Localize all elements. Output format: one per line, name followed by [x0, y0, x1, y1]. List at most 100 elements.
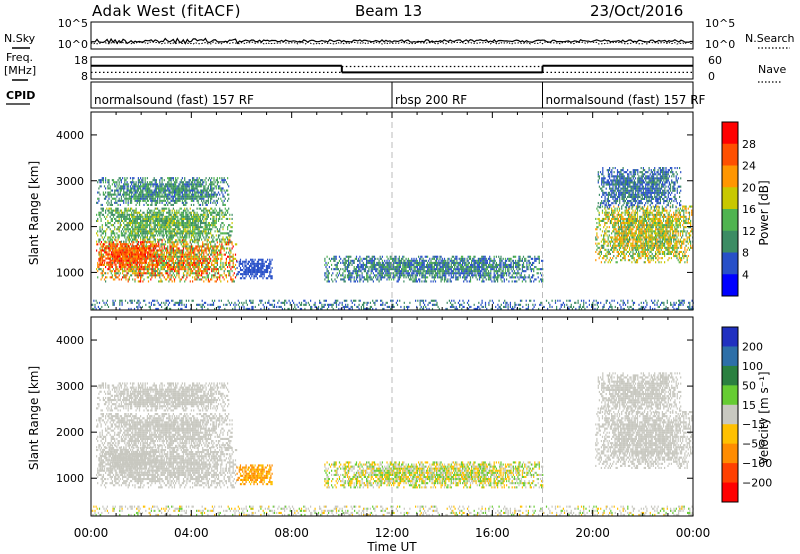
power-cell	[195, 183, 197, 186]
power-cell	[182, 195, 185, 198]
power-cell	[117, 191, 119, 194]
power-cell	[219, 213, 221, 216]
power-cell	[157, 201, 159, 204]
power-cell	[190, 217, 192, 220]
power-cell	[127, 222, 129, 225]
power-cell	[145, 241, 148, 244]
power-cell	[232, 261, 234, 264]
power-cell	[107, 213, 109, 216]
power-cell	[107, 272, 109, 275]
power-cell	[167, 181, 169, 184]
power-cell	[181, 219, 183, 222]
power-cell	[153, 238, 155, 241]
power-cell	[248, 269, 251, 272]
power-cell	[139, 245, 141, 248]
power-cell	[169, 272, 171, 275]
power-cell	[173, 255, 176, 258]
power-cell	[384, 270, 386, 273]
power-cell	[161, 274, 163, 277]
power-cell	[143, 278, 145, 281]
power-cell	[154, 230, 156, 233]
power-cell	[379, 278, 381, 281]
power-cell	[190, 272, 192, 275]
power-cell	[192, 177, 194, 180]
power-cell	[377, 261, 379, 264]
power-cell	[130, 263, 132, 266]
power-cell	[184, 203, 186, 206]
power-cell	[144, 193, 146, 196]
power-cell	[206, 274, 208, 277]
power-cell	[357, 259, 359, 262]
power-cell	[140, 199, 142, 202]
power-cell	[185, 226, 187, 229]
power-cell	[176, 215, 178, 218]
power-cell	[120, 255, 122, 258]
power-cell	[164, 249, 167, 252]
power-cell	[179, 239, 181, 242]
power-cell	[216, 255, 218, 258]
power-cell	[147, 280, 150, 283]
power-cell	[168, 179, 170, 182]
power-cell	[420, 270, 422, 273]
power-cell	[210, 228, 212, 231]
power-cell	[197, 181, 199, 184]
power-cell	[231, 243, 233, 246]
power-cell	[115, 243, 117, 246]
power-cell	[180, 197, 182, 200]
power-cell	[170, 203, 172, 206]
power-cell	[223, 199, 225, 202]
power-cell	[146, 197, 148, 200]
power-cell	[176, 239, 178, 242]
power-cell	[151, 213, 153, 216]
power-cell	[163, 251, 165, 254]
power-cell	[142, 226, 144, 229]
power-cell	[147, 238, 150, 241]
power-cell	[109, 261, 111, 264]
power-cell	[173, 270, 176, 273]
power-cell	[170, 255, 172, 258]
power-cell	[394, 274, 396, 277]
power-cell	[129, 259, 132, 262]
power-cell	[168, 209, 170, 212]
power-cell	[217, 187, 220, 190]
power-cell	[148, 247, 150, 250]
power-cell	[147, 265, 149, 268]
power-cell	[131, 191, 133, 194]
power-cell	[326, 263, 328, 266]
power-cell	[123, 193, 125, 196]
power-cell	[143, 193, 145, 196]
power-cell	[224, 261, 226, 264]
power-cell	[99, 243, 101, 246]
power-cell	[105, 240, 107, 243]
power-cell	[192, 257, 194, 260]
power-cell	[407, 257, 409, 260]
power-cell	[127, 238, 129, 241]
power-cell	[250, 264, 252, 267]
power-cell	[152, 215, 154, 218]
power-cell	[399, 259, 402, 262]
power-cell	[151, 253, 153, 256]
power-cell	[129, 238, 132, 241]
power-cell	[161, 257, 163, 260]
power-cell	[141, 253, 143, 256]
power-cell	[269, 275, 271, 278]
power-cell	[108, 187, 110, 190]
power-cell	[354, 257, 356, 260]
power-cell	[118, 215, 120, 218]
power-cell	[142, 195, 144, 198]
power-cell	[381, 261, 383, 264]
power-cell	[133, 268, 135, 271]
freq-label-line1: Freq.	[6, 51, 33, 64]
power-cell	[171, 199, 173, 202]
power-cell	[181, 253, 183, 256]
power-cell	[97, 276, 99, 279]
power-cell	[149, 232, 151, 235]
power-cell	[177, 230, 179, 233]
power-cell	[185, 251, 187, 254]
power-cell	[159, 226, 161, 229]
power-cell	[111, 266, 113, 269]
power-cell	[120, 241, 122, 244]
power-cell	[178, 187, 180, 190]
power-cell	[157, 213, 159, 216]
power-cell	[186, 234, 188, 237]
